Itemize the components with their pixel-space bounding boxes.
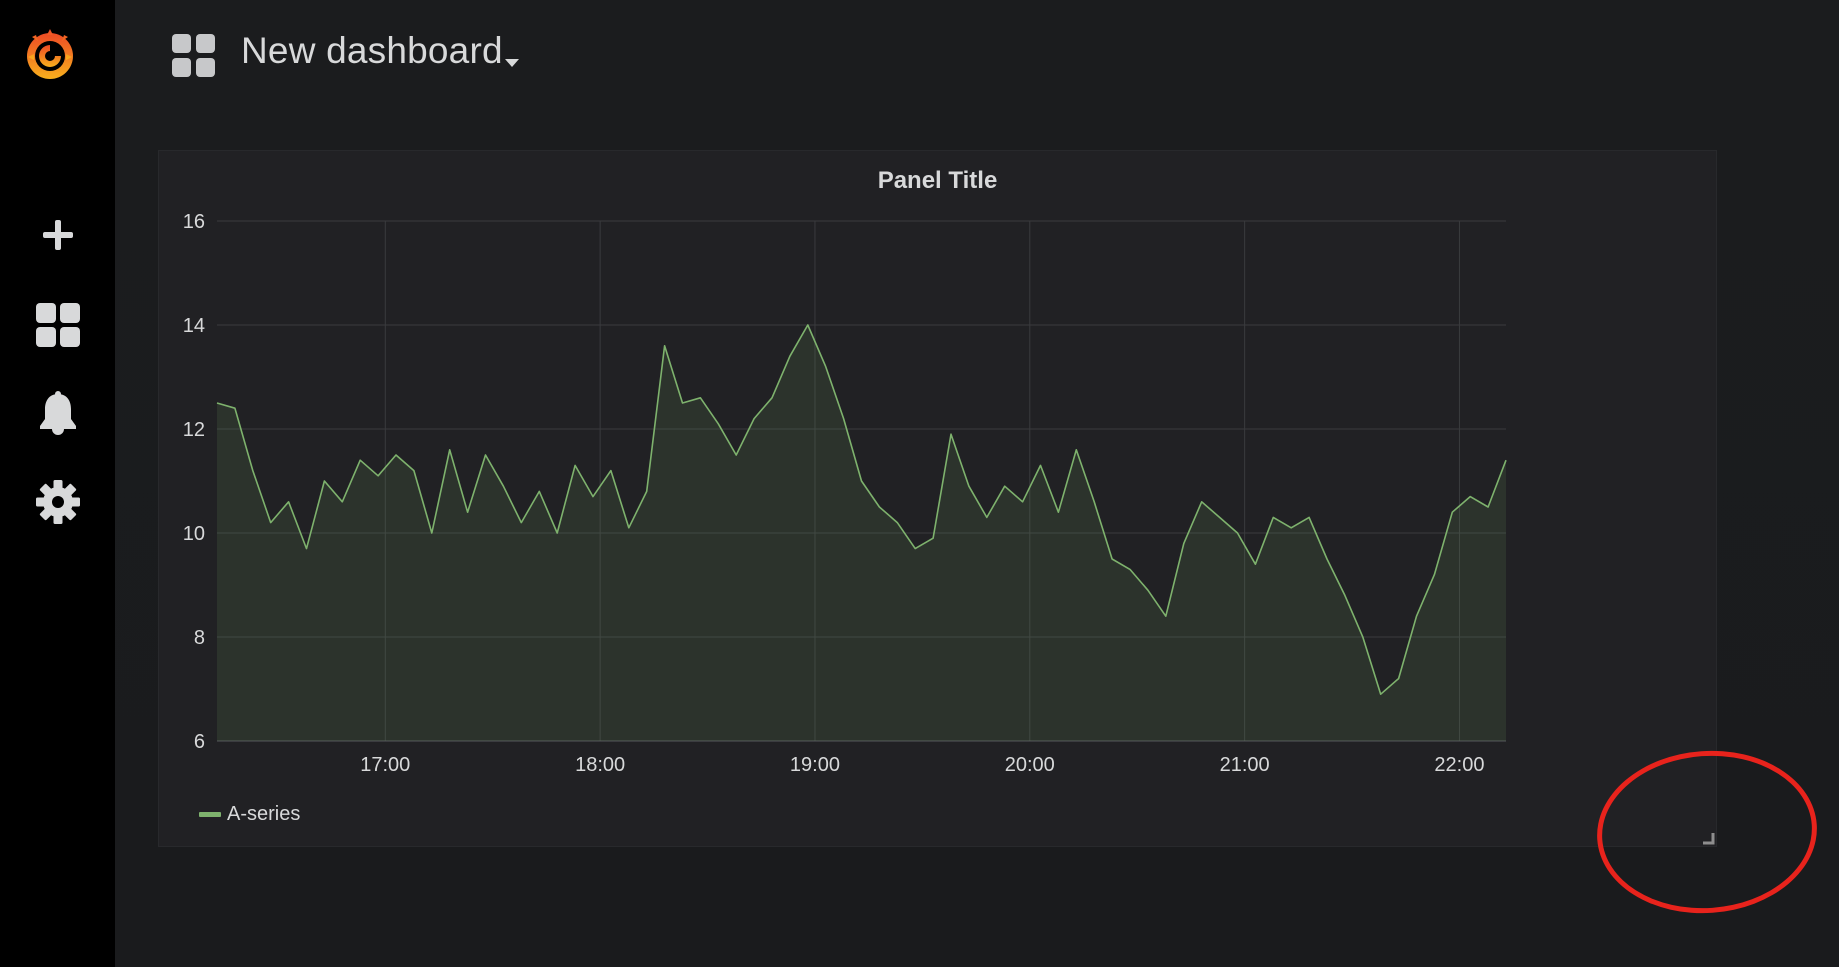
x-tick-label: 21:00 xyxy=(1220,754,1270,776)
dashboard-title[interactable]: New dashboard xyxy=(241,30,503,71)
legend-label: A-series xyxy=(227,803,301,825)
x-tick-label: 20:00 xyxy=(1005,754,1055,776)
y-tick-label: 10 xyxy=(183,523,205,545)
caret-down-icon[interactable] xyxy=(505,54,519,72)
series-area-fill xyxy=(217,325,1506,741)
y-tick-label: 12 xyxy=(183,419,205,441)
panel-resize-handle[interactable] xyxy=(1701,831,1715,845)
y-tick-label: 16 xyxy=(183,211,205,233)
panel-title[interactable]: Panel Title xyxy=(877,167,998,194)
sidebar xyxy=(0,0,115,967)
x-tick-label: 19:00 xyxy=(790,754,840,776)
legend-swatch xyxy=(199,812,221,817)
dashboards-grid-icon[interactable] xyxy=(172,34,216,83)
dashboards-grid-icon[interactable] xyxy=(32,299,84,351)
graph-panel: Panel Title 6 8 10 12 14 16 17:00 18:00 19:00 20:… xyxy=(158,150,1717,847)
x-tick-label: 22:00 xyxy=(1434,754,1484,776)
x-tick-label: 17:00 xyxy=(360,754,410,776)
y-tick-label: 14 xyxy=(183,315,205,337)
legend-item[interactable]: A-series xyxy=(199,803,300,826)
bell-icon[interactable] xyxy=(32,388,84,440)
gear-icon[interactable] xyxy=(32,476,84,528)
dashboard-navbar: New dashboard xyxy=(115,0,1839,110)
grafana-logo-icon[interactable] xyxy=(22,27,78,83)
y-tick-label: 6 xyxy=(194,731,205,753)
graph-chart: 6 8 10 12 14 16 17:00 18:00 19:00 20:00 21:00 22:00 xyxy=(183,211,1507,776)
x-tick-label: 18:00 xyxy=(575,754,625,776)
plus-icon[interactable] xyxy=(32,209,84,261)
main-area: New dashboard Panel Title 6 8 10 12 14 16 17:0… xyxy=(115,0,1839,967)
y-tick-label: 8 xyxy=(194,627,205,649)
series-line xyxy=(216,324,1507,695)
